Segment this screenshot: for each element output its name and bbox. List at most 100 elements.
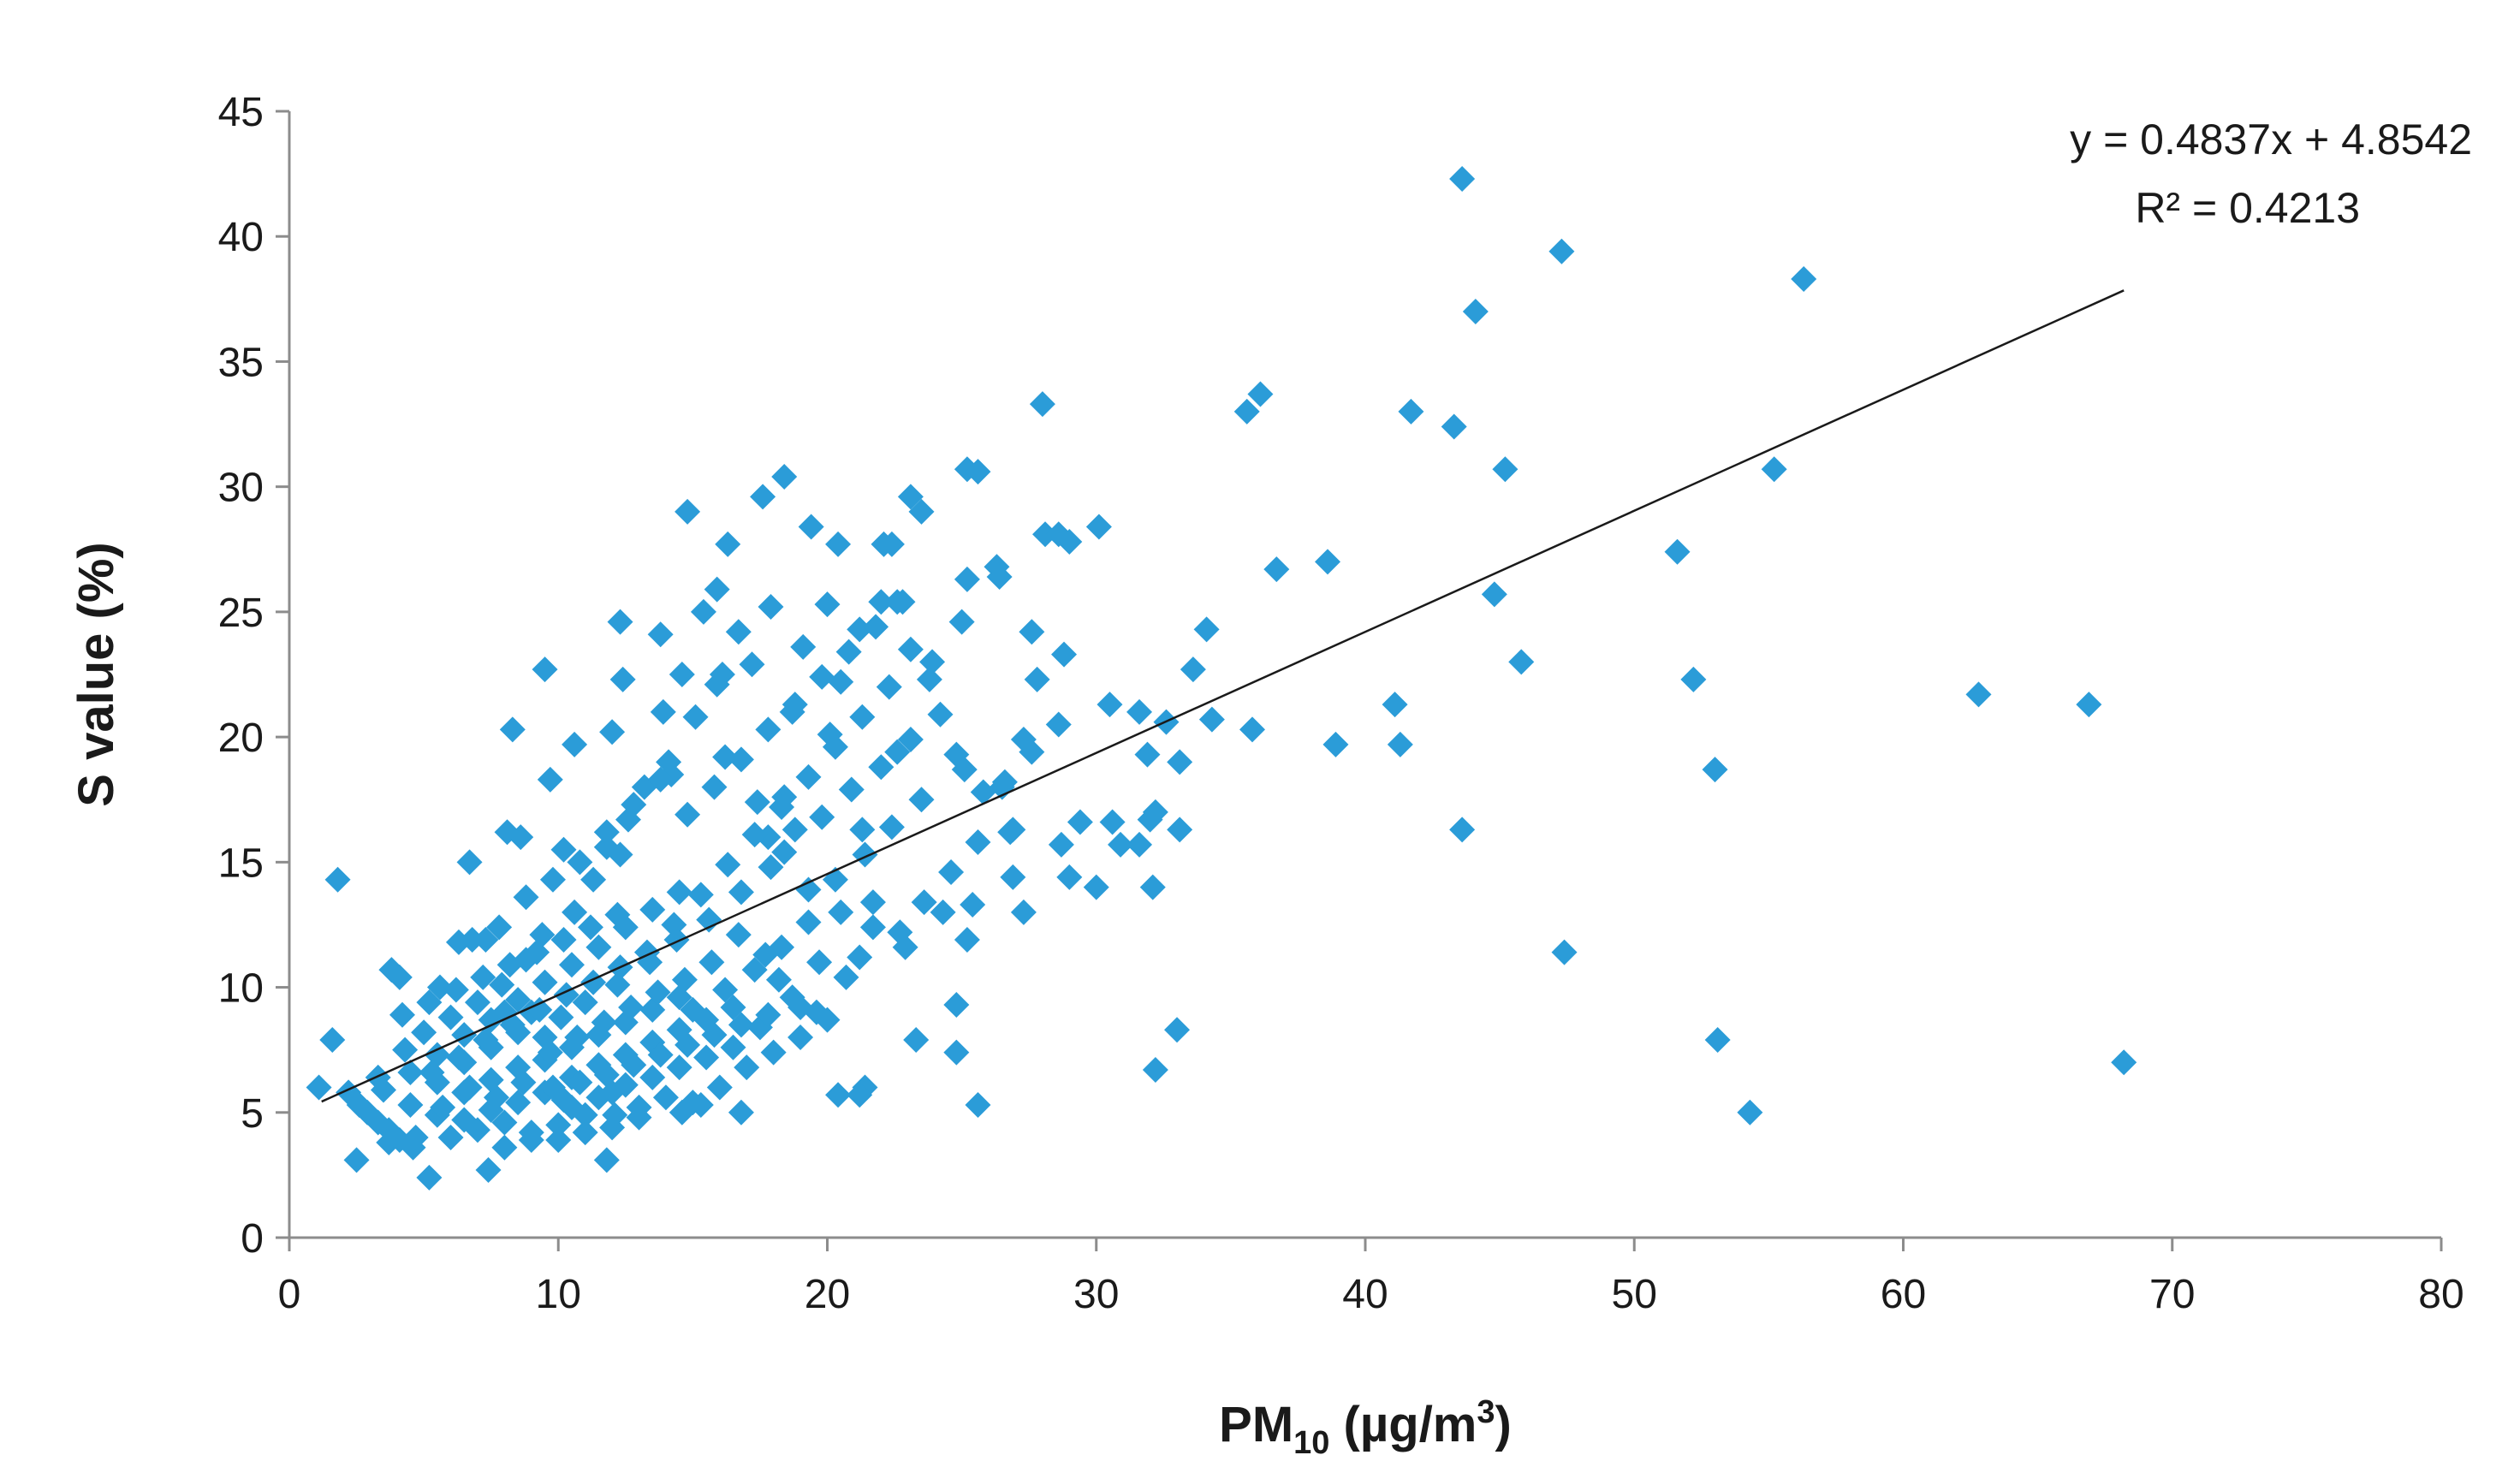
data-point bbox=[1045, 711, 1072, 738]
data-point bbox=[878, 814, 905, 840]
data-point bbox=[456, 849, 483, 876]
y-tick-label: 20 bbox=[218, 716, 264, 761]
data-point bbox=[392, 1036, 419, 1063]
data-point bbox=[416, 989, 443, 1016]
data-point bbox=[916, 666, 942, 692]
data-point bbox=[750, 484, 776, 510]
data-point bbox=[609, 666, 636, 692]
data-point bbox=[986, 563, 1013, 590]
data-point bbox=[728, 1099, 754, 1125]
data-point bbox=[2111, 1049, 2137, 1076]
data-point bbox=[604, 971, 631, 998]
data-point bbox=[464, 989, 490, 1016]
data-point bbox=[682, 704, 709, 730]
data-point bbox=[741, 822, 768, 848]
data-point bbox=[828, 899, 854, 925]
data-point bbox=[389, 1001, 415, 1028]
data-point bbox=[790, 633, 817, 660]
data-point bbox=[402, 1125, 429, 1151]
data-point bbox=[1010, 899, 1037, 925]
data-point bbox=[661, 912, 687, 938]
data-point bbox=[1142, 1057, 1168, 1084]
data-point bbox=[397, 1092, 424, 1119]
data-point bbox=[1791, 265, 1817, 292]
data-point bbox=[419, 1059, 445, 1085]
data-point bbox=[847, 944, 873, 971]
data-point bbox=[847, 616, 873, 643]
data-point bbox=[483, 1084, 509, 1111]
data-point bbox=[562, 899, 588, 925]
data-point bbox=[908, 498, 935, 525]
data-point bbox=[758, 854, 784, 881]
x-tick-label: 40 bbox=[1342, 1272, 1388, 1317]
data-point bbox=[626, 1094, 652, 1120]
data-point bbox=[548, 1004, 574, 1030]
data-point bbox=[755, 1001, 782, 1028]
data-point bbox=[580, 866, 607, 893]
x-tick-label: 80 bbox=[2418, 1272, 2464, 1317]
data-point bbox=[539, 1074, 566, 1101]
data-point bbox=[445, 1044, 472, 1071]
data-point bbox=[671, 966, 698, 993]
data-point bbox=[645, 979, 671, 1006]
data-point bbox=[532, 656, 558, 683]
data-point bbox=[1193, 616, 1220, 643]
data-point bbox=[954, 926, 980, 953]
data-point bbox=[833, 964, 859, 990]
data-point bbox=[897, 727, 924, 753]
data-point bbox=[1449, 817, 1476, 843]
data-point bbox=[1551, 939, 1578, 965]
plot-area: 0 5 10 15 20 25 30 35 40 45 0 10 20 30 40 50 60 70 80 bbox=[218, 90, 2464, 1317]
data-point bbox=[424, 1102, 450, 1128]
data-points bbox=[306, 165, 2137, 1191]
data-point bbox=[908, 787, 935, 813]
data-point bbox=[1048, 831, 1074, 858]
data-point bbox=[666, 879, 692, 906]
data-point bbox=[744, 789, 770, 816]
data-point bbox=[451, 1022, 478, 1048]
data-point bbox=[491, 1134, 518, 1161]
data-point bbox=[704, 671, 730, 698]
data-point bbox=[1322, 731, 1349, 757]
data-point bbox=[1108, 831, 1134, 858]
data-point bbox=[1167, 817, 1193, 843]
data-point bbox=[1449, 165, 1476, 192]
data-point bbox=[838, 776, 865, 803]
data-point bbox=[690, 598, 716, 625]
data-point bbox=[755, 716, 782, 743]
data-point bbox=[943, 1039, 970, 1066]
data-point bbox=[795, 876, 822, 903]
data-point bbox=[386, 964, 413, 990]
data-point bbox=[437, 1125, 464, 1151]
data-point bbox=[809, 663, 835, 690]
data-point bbox=[537, 1039, 563, 1066]
x-tick-label: 60 bbox=[1881, 1272, 1926, 1317]
y-tick-label: 45 bbox=[218, 90, 264, 135]
data-point bbox=[680, 1090, 706, 1116]
data-point bbox=[859, 889, 886, 916]
data-point bbox=[771, 463, 798, 490]
data-point bbox=[814, 1007, 841, 1033]
data-point bbox=[1382, 692, 1408, 718]
data-point bbox=[472, 1026, 499, 1053]
x-axis-title-main: PM bbox=[1219, 1397, 1293, 1452]
data-point bbox=[919, 649, 946, 675]
data-point bbox=[505, 987, 532, 1013]
data-point bbox=[472, 926, 499, 953]
y-tick-label: 40 bbox=[218, 215, 264, 260]
data-point bbox=[489, 971, 515, 998]
data-point bbox=[734, 1054, 760, 1081]
data-point bbox=[1164, 1017, 1191, 1043]
data-point bbox=[537, 766, 563, 793]
x-tick-label: 70 bbox=[2149, 1272, 2195, 1317]
data-point bbox=[524, 939, 550, 965]
data-point bbox=[666, 1054, 692, 1081]
data-point bbox=[593, 834, 620, 860]
y-tick-label: 30 bbox=[218, 466, 264, 511]
data-point bbox=[997, 819, 1024, 846]
data-point bbox=[868, 754, 894, 781]
data-point bbox=[1134, 741, 1161, 768]
data-point bbox=[430, 1094, 456, 1120]
data-point bbox=[1398, 398, 1424, 425]
